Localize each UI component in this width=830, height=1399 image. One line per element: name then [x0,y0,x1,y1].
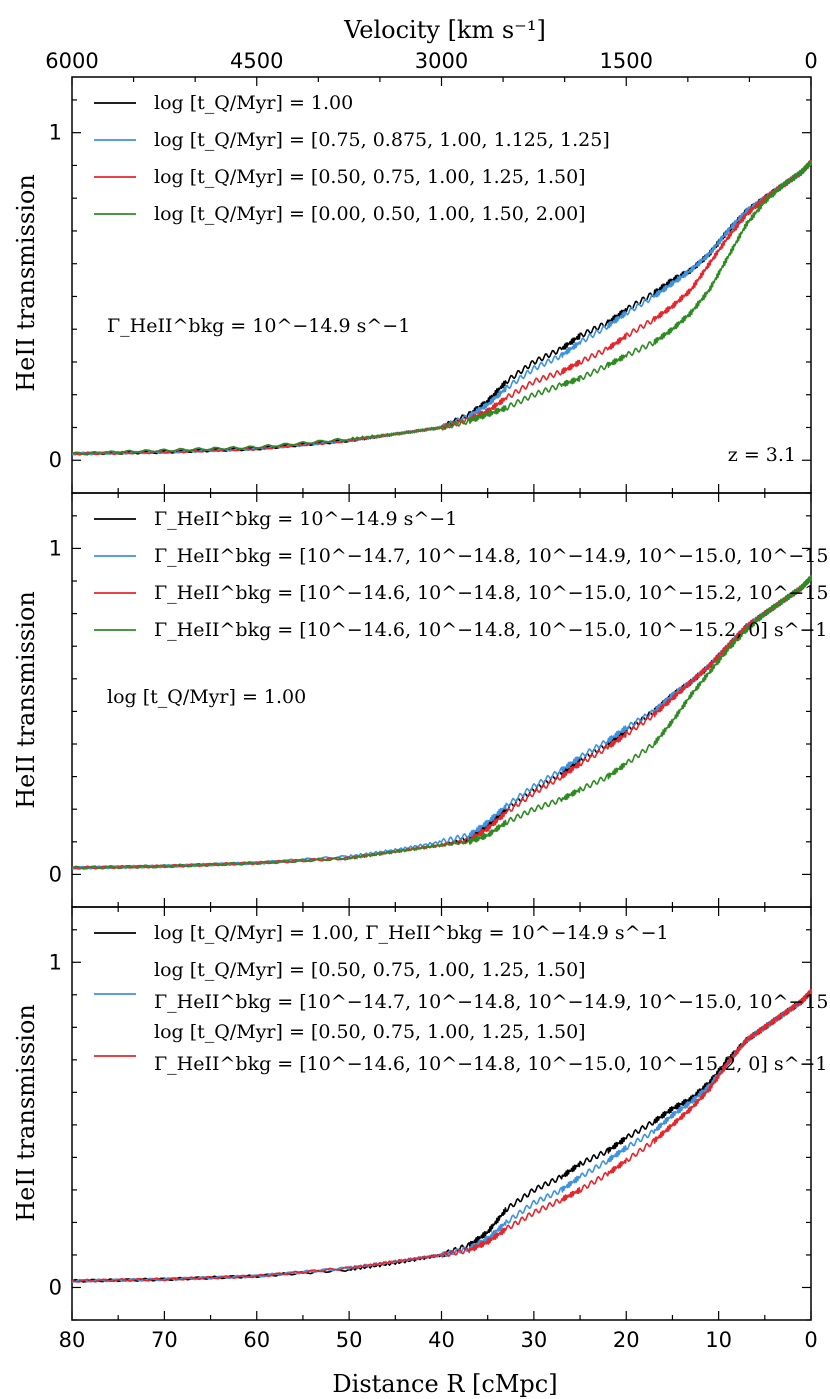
legend-label: Γ_HeII^bkg = [10^−14.6, 10^−14.8, 10^−15… [154,1053,828,1075]
y-axis-title-panel-3: HeII transmission [12,1004,40,1222]
legend-label: Γ_HeII^bkg = [10^−14.6, 10^−14.8, 10^−15… [154,582,830,604]
panel-1: 6000 4500 3000 1500 0 0 1 log [t_Q/Myr] = 1.00 l… [45,49,818,494]
velocity-tick-label: 3000 [415,49,468,73]
y-tick-label: 1 [49,950,62,974]
x-tick-label: 0 [804,1328,817,1352]
annotation: Γ_HeII^bkg = 10^−14.9 s^−1 [107,315,410,337]
legend-label: log [t_Q/Myr] = [0.50, 0.75, 1.00, 1.25,… [154,1021,586,1043]
legend-label: log [t_Q/Myr] = 1.00 [154,92,353,114]
y-tick-label: 0 [49,1275,62,1299]
x-tick-label: 60 [243,1328,270,1352]
panel-3: 0 1 80 70 60 50 40 30 20 10 0 log [t_Q/Myr] = 1.00,… [49,906,830,1352]
x-tick-label: 80 [59,1328,86,1352]
annotation: log [t_Q/Myr] = 1.00 [107,686,306,708]
x-tick-label: 50 [336,1328,363,1352]
legend-label: log [t_Q/Myr] = 1.00, Γ_HeII^bkg = 10^−1… [154,922,669,944]
velocity-tick-label: 1500 [600,49,653,73]
velocity-tick-label: 4500 [230,49,283,73]
legend-label: Γ_HeII^bkg = [10^−14.7, 10^−14.8, 10^−14… [154,545,830,567]
x-tick-label: 40 [428,1328,455,1352]
y-axis-title-panel-2: HeII transmission [12,591,40,809]
x-tick-label: 70 [151,1328,178,1352]
legend-label: Γ_HeII^bkg = 10^−14.9 s^−1 [154,508,457,530]
series-line [71,988,812,1283]
series-line [71,575,812,870]
y-axis-title-panel-1: HeII transmission [12,174,40,392]
y-tick-label: 1 [49,536,62,560]
panel-2: 0 1 Γ_HeII^bkg = 10^−14.9 s^−1 Γ_HeII^bkg =… [49,492,830,908]
y-tick-label: 0 [49,448,62,472]
legend-label: log [t_Q/Myr] = [0.00, 0.50, 1.00, 1.50,… [154,203,586,225]
x-tick-label: 30 [521,1328,548,1352]
x-axis-title: Distance R [cMpc] [332,1370,557,1398]
annotation: z = 3.1 [728,444,796,466]
top-axis-title: Velocity [km s⁻¹] [343,16,546,44]
legend-label: Γ_HeII^bkg = [10^−14.6, 10^−14.8, 10^−15… [154,619,828,641]
velocity-tick-label: 0 [804,49,817,73]
series-line [71,160,812,456]
x-tick-label: 10 [705,1328,732,1352]
y-tick-label: 0 [49,862,62,886]
series-line [71,159,812,456]
series-line [71,575,812,870]
legend-label: log [t_Q/Myr] = [0.75, 0.875, 1.00, 1.12… [154,129,610,151]
velocity-tick-label: 6000 [45,49,98,73]
legend-label: log [t_Q/Myr] = [0.50, 0.75, 1.00, 1.25,… [154,166,586,188]
legend-label: Γ_HeII^bkg = [10^−14.7, 10^−14.8, 10^−14… [154,991,830,1013]
legend-label: log [t_Q/Myr] = [0.50, 0.75, 1.00, 1.25,… [154,959,586,981]
y-tick-label: 1 [49,121,62,145]
x-tick-label: 20 [613,1328,640,1352]
